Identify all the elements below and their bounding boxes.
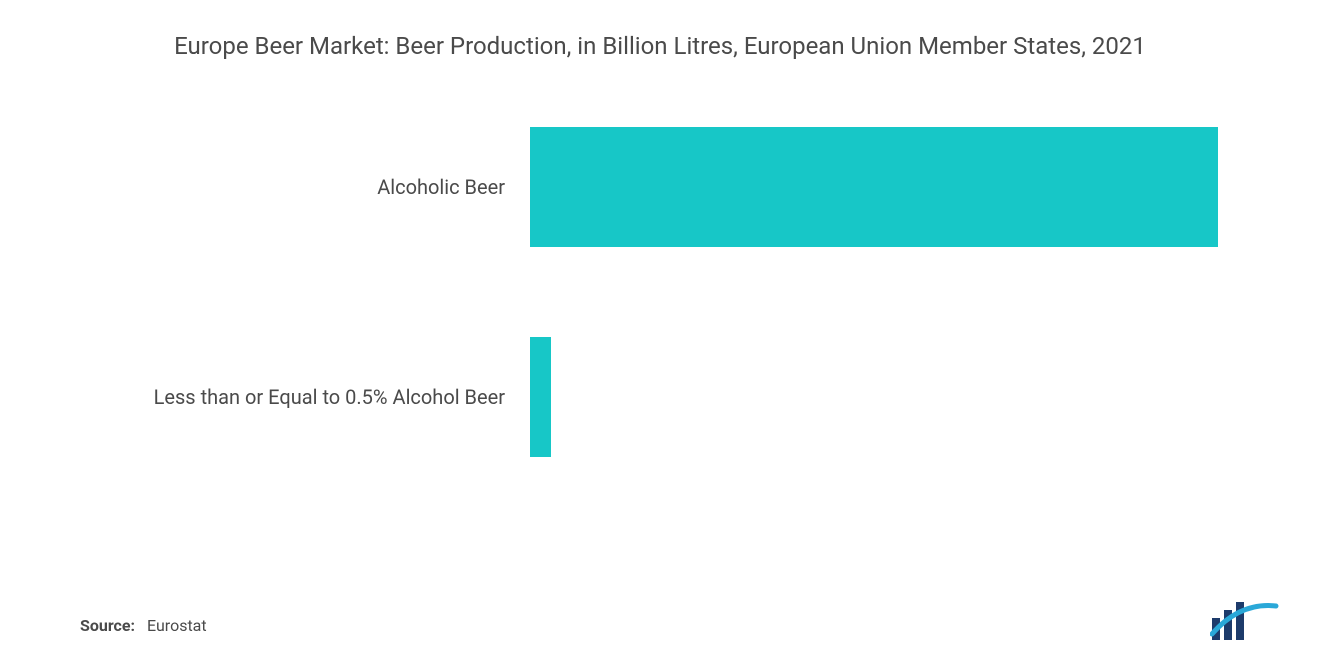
- bar-track: [530, 337, 1260, 457]
- chart-title: Europe Beer Market: Beer Production, in …: [160, 30, 1160, 62]
- category-label: Less than or Equal to 0.5% Alcohol Beer: [60, 385, 530, 409]
- bar-alcoholic: [530, 127, 1218, 247]
- bar-track: [530, 127, 1260, 247]
- chart-container: Europe Beer Market: Beer Production, in …: [0, 0, 1320, 665]
- source-value: Eurostat: [147, 616, 207, 635]
- bar-row: Alcoholic Beer: [60, 122, 1260, 252]
- bar-low-alcohol: [530, 337, 551, 457]
- brand-logo: [1210, 600, 1280, 640]
- source-attribution: Source: Eurostat: [80, 616, 207, 635]
- category-label: Alcoholic Beer: [60, 175, 530, 199]
- plot-area: Alcoholic Beer Less than or Equal to 0.5…: [60, 122, 1260, 542]
- bar-row: Less than or Equal to 0.5% Alcohol Beer: [60, 332, 1260, 462]
- source-label: Source:: [80, 616, 135, 635]
